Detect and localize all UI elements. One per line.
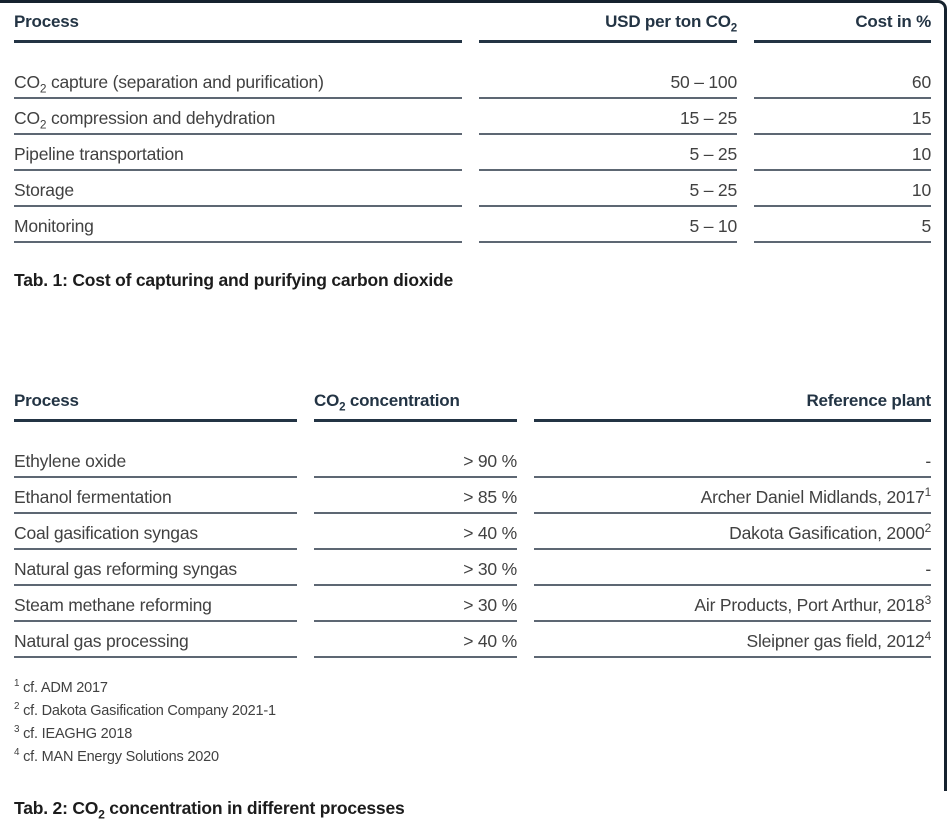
cell-usd-per-ton: 5 – 25 [479,171,737,207]
column-header-process: Process [14,391,297,422]
cell-co2-concentration: > 90 % [314,422,517,478]
cell-reference-plant: - [534,422,931,478]
cell-cost-percent: 10 [754,135,931,171]
cell-co2-concentration: > 85 % [314,478,517,514]
cell-co2-concentration: > 30 % [314,586,517,622]
footnote-2: 2 cf. Dakota Gasification Company 2021-1 [14,701,276,719]
table2-caption: Tab. 2: CO2 concentration in different p… [14,798,405,822]
cell-process: CO2 capture (separation and purification… [14,43,462,99]
column-header-cost-percent: Cost in % [754,12,931,43]
cell-reference-plant: Archer Daniel Midlands, 20171 [534,478,931,514]
cell-usd-per-ton: 50 – 100 [479,43,737,99]
cost-table: Process USD per ton CO2 Cost in % CO2 ca… [14,12,932,243]
cell-usd-per-ton: 15 – 25 [479,99,737,135]
cell-process: Ethylene oxide [14,422,297,478]
cell-co2-concentration: > 40 % [314,514,517,550]
cell-process: Steam methane reforming [14,586,297,622]
cell-usd-per-ton: 5 – 10 [479,207,737,243]
cell-process: Coal gasification syngas [14,514,297,550]
cell-co2-concentration: > 40 % [314,622,517,658]
footnote-1: 1 cf. ADM 2017 [14,678,108,696]
column-header-usd-per-ton-co2: USD per ton CO2 [479,12,737,43]
cell-cost-percent: 15 [754,99,931,135]
cell-process: Ethanol fermentation [14,478,297,514]
column-header-process: Process [14,12,462,43]
cell-process: Natural gas reforming syngas [14,550,297,586]
cell-process: Storage [14,171,462,207]
cell-process: Natural gas processing [14,622,297,658]
cell-reference-plant: - [534,550,931,586]
cell-cost-percent: 5 [754,207,931,243]
concentration-table: Process CO2 concentration Reference plan… [14,391,932,658]
cell-process: Monitoring [14,207,462,243]
cell-cost-percent: 10 [754,171,931,207]
footnotes-block: 1 cf. ADM 2017 2 cf. Dakota Gasification… [14,677,276,769]
cell-reference-plant: Dakota Gasification, 20002 [534,514,931,550]
cell-reference-plant: Sleipner gas field, 20124 [534,622,931,658]
column-header-co2-concentration: CO2 concentration [314,391,517,422]
cell-cost-percent: 60 [754,43,931,99]
cell-reference-plant: Air Products, Port Arthur, 20183 [534,586,931,622]
footnote-3: 3 cf. IEAGHG 2018 [14,724,133,742]
cell-co2-concentration: > 30 % [314,550,517,586]
cell-process: Pipeline transportation [14,135,462,171]
cell-usd-per-ton: 5 – 25 [479,135,737,171]
column-header-reference-plant: Reference plant [534,391,931,422]
cell-process: CO2 compression and dehydration [14,99,462,135]
footnote-4: 4 cf. MAN Energy Solutions 2020 [14,747,219,765]
table1-caption: Tab. 1: Cost of capturing and purifying … [14,270,454,290]
